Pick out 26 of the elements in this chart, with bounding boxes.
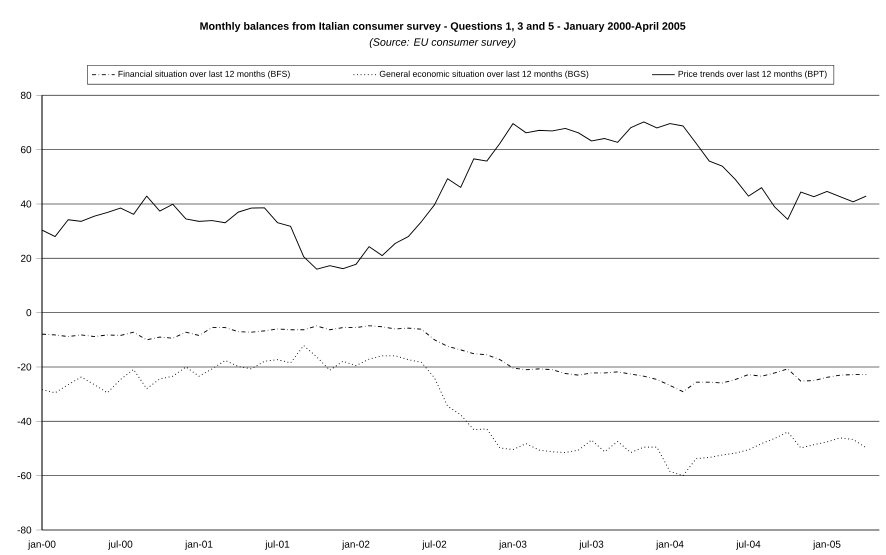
- y-tick-label: -80: [18, 526, 32, 534]
- x-tick-label: jan-00: [28, 540, 56, 550]
- x-tick-label: jan-01: [184, 540, 212, 550]
- y-tick-label: 20: [20, 254, 32, 262]
- y-tick-label: -60: [18, 472, 32, 480]
- y-tick-label: -20: [18, 363, 32, 371]
- chart-subtitle: (Source: EU consumer survey): [370, 38, 516, 48]
- legend-label: Financial situation over last 12 months (BFS): [118, 70, 290, 79]
- y-tick-label: 40: [20, 200, 32, 208]
- x-tick-label: jul-01: [265, 540, 290, 550]
- y-tick-label: 0: [26, 309, 32, 316]
- x-tick-label: jan-04: [656, 540, 684, 550]
- x-tick-label: jan-03: [498, 540, 526, 550]
- x-tick-label: jan-05: [812, 540, 840, 550]
- legend-label: General economic situation over last 12 months (BGS): [380, 70, 588, 79]
- y-tick-label: -40: [18, 418, 32, 425]
- x-tick-label: jul-04: [736, 540, 760, 550]
- y-tick-label: 60: [20, 146, 32, 154]
- y-tick-label: 80: [20, 92, 32, 99]
- legend-label: Price trends over last 12 months (BPT): [678, 70, 827, 79]
- chart-title: Monthly balances from Italian consumer survey - Questions 1, 3 and 5 - January 2000-April 2005: [200, 22, 686, 32]
- x-tick-label: jul-03: [579, 540, 604, 550]
- line-series: [42, 345, 867, 476]
- x-tick-label: jul-00: [108, 540, 132, 550]
- x-tick-label: jul-02: [422, 540, 446, 550]
- x-tick-label: jan-02: [342, 540, 370, 550]
